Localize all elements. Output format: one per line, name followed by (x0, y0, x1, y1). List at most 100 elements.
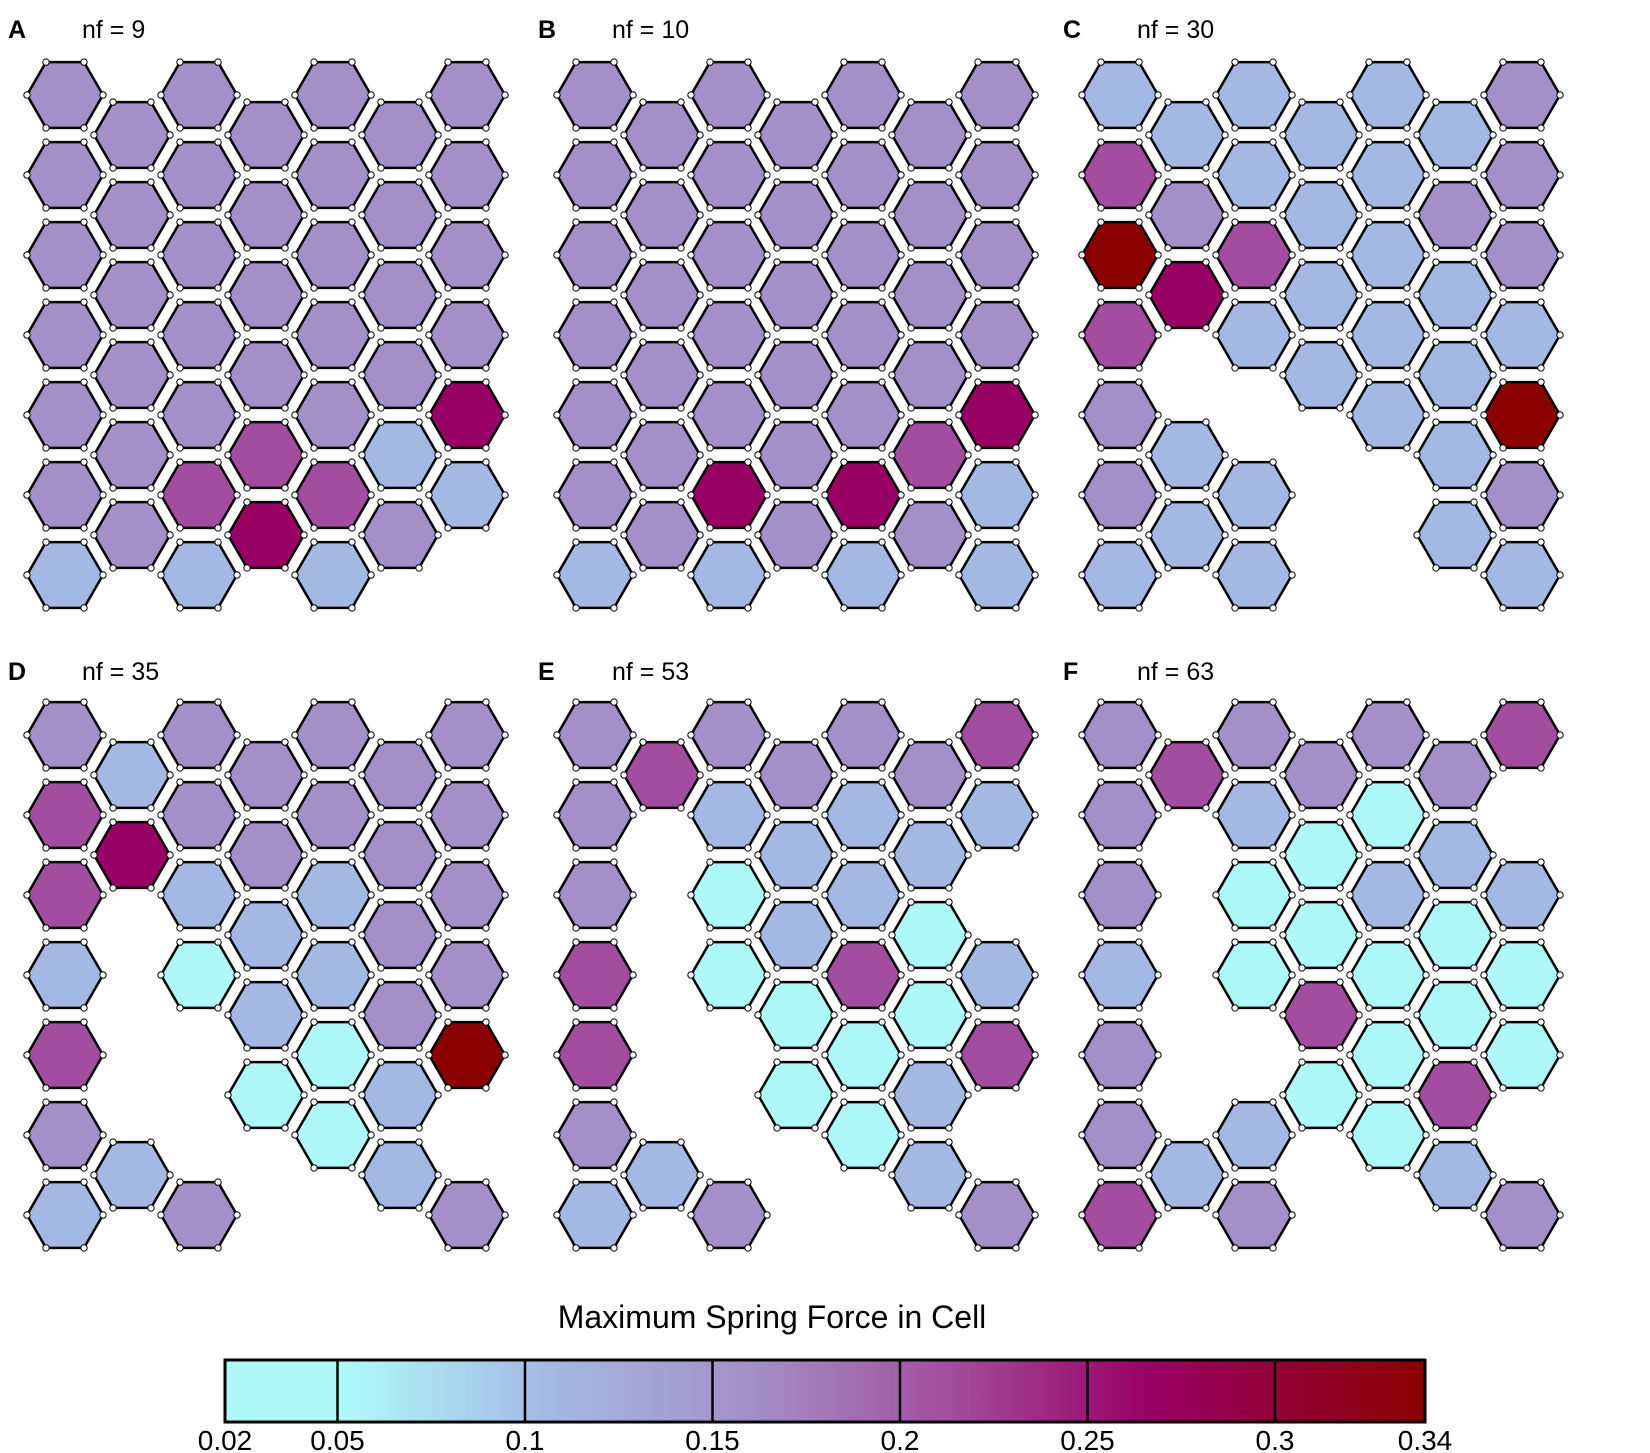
lattice-node (1288, 171, 1296, 179)
cell (25, 540, 105, 610)
lattice-node (878, 364, 886, 372)
cell (159, 460, 239, 530)
lattice-node (99, 411, 107, 419)
lattice-node (1135, 1084, 1143, 1092)
lattice-node (310, 458, 318, 466)
cell (1214, 540, 1294, 610)
cell (427, 700, 507, 770)
cell (92, 180, 172, 250)
lattice-node (677, 258, 685, 266)
lattice-node (415, 884, 423, 892)
lattice-node (1231, 524, 1239, 532)
lattice-node (639, 484, 647, 492)
panel-nf-label-a: nf = 9 (82, 16, 145, 44)
lattice-node (214, 204, 222, 212)
lattice-node (23, 171, 31, 179)
lattice-node (840, 444, 848, 452)
cell (360, 260, 440, 330)
lattice-node (1269, 1244, 1277, 1252)
lattice-node (482, 218, 490, 226)
lattice-node (610, 1178, 618, 1186)
lattice-node (281, 1124, 289, 1132)
lattice-node (629, 1211, 637, 1219)
lattice-node (974, 1244, 982, 1252)
lattice-node (1097, 1164, 1105, 1172)
cell (1080, 940, 1160, 1010)
lattice-node (1470, 98, 1478, 106)
lattice-node (1288, 971, 1296, 979)
lattice-node (415, 498, 423, 506)
cell (957, 940, 1037, 1010)
cell (25, 60, 105, 130)
cell (756, 100, 836, 170)
lattice-node (176, 778, 184, 786)
lattice-node (744, 1244, 752, 1252)
lattice-node (233, 411, 241, 419)
lattice-node (348, 458, 356, 466)
lattice-node (974, 364, 982, 372)
lattice-node (176, 764, 184, 772)
lattice-node (23, 1131, 31, 1139)
lattice-node (233, 491, 241, 499)
lattice-node (1097, 604, 1105, 612)
lattice-node (358, 291, 366, 299)
lattice-node (482, 1178, 490, 1186)
lattice-node (696, 771, 704, 779)
lattice-node (955, 91, 963, 99)
lattice-node (147, 258, 155, 266)
lattice-node (444, 458, 452, 466)
lattice-node (572, 1004, 580, 1012)
lattice-node (348, 924, 356, 932)
cell (756, 900, 836, 970)
cell (1147, 100, 1227, 170)
cell (689, 860, 769, 930)
cell (1281, 740, 1361, 810)
lattice-node (310, 378, 318, 386)
lattice-node (1031, 171, 1039, 179)
lattice-node (1135, 378, 1143, 386)
lattice-node (1012, 1004, 1020, 1012)
lattice-node (147, 178, 155, 186)
lattice-node (955, 331, 963, 339)
lattice-node (243, 418, 251, 426)
lattice-node (348, 378, 356, 386)
lattice-node (677, 164, 685, 172)
lattice-node (1422, 331, 1430, 339)
cell (756, 820, 836, 890)
lattice-node (1298, 404, 1306, 412)
lattice-node (1346, 971, 1354, 979)
lattice-node (176, 1244, 184, 1252)
lattice-node (1365, 1164, 1373, 1172)
lattice-node (1212, 331, 1220, 339)
lattice-node (974, 458, 982, 466)
lattice-node (1365, 284, 1373, 292)
lattice-node (888, 531, 896, 539)
lattice-node (821, 491, 829, 499)
lattice-node (310, 218, 318, 226)
lattice-node (907, 1204, 915, 1212)
lattice-node (1336, 244, 1344, 252)
lattice-node (214, 1244, 222, 1252)
lattice-node (1413, 1171, 1421, 1179)
cell (890, 100, 970, 170)
lattice-node (243, 818, 251, 826)
lattice-node (821, 171, 829, 179)
lattice-node (1489, 131, 1497, 139)
lattice-node (897, 571, 905, 579)
lattice-node (1355, 1091, 1363, 1099)
lattice-node (109, 818, 117, 826)
lattice-node (830, 291, 838, 299)
lattice-node (1298, 244, 1306, 252)
lattice-node (706, 1004, 714, 1012)
lattice-node (300, 931, 308, 939)
lattice-node (90, 131, 98, 139)
lattice-node (1012, 138, 1020, 146)
lattice-node (444, 778, 452, 786)
cell (1482, 700, 1562, 770)
lattice-node (840, 458, 848, 466)
lattice-node (974, 204, 982, 212)
lattice-node (415, 1204, 423, 1212)
lattice-node (878, 844, 886, 852)
panel-letter-c: C (1063, 16, 1081, 44)
lattice-node (1097, 378, 1105, 386)
